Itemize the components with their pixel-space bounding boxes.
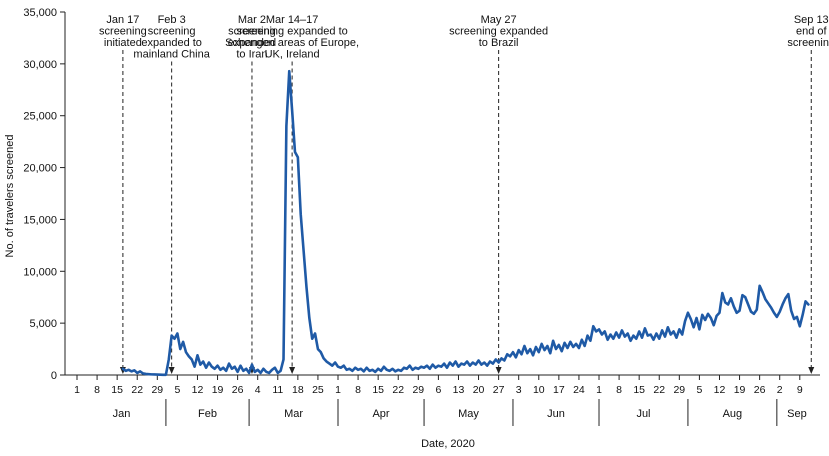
x-tick-label: 29 — [151, 384, 163, 396]
x-tick-label: 3 — [516, 384, 522, 396]
annotation-text: Jan 17 — [106, 14, 139, 26]
y-tick-label: 15,000 — [23, 214, 57, 226]
x-tick-label: 29 — [673, 384, 685, 396]
y-tick-label: 5,000 — [29, 318, 57, 330]
month-label: Jan — [113, 408, 131, 420]
annotation-text: screening expanded to — [236, 26, 347, 38]
x-tick-label: 1 — [335, 384, 341, 396]
month-label: Apr — [372, 408, 389, 420]
annotation-text: screening — [148, 26, 196, 38]
month-label: Jul — [636, 408, 650, 420]
x-tick-label: 25 — [312, 384, 324, 396]
annotation-text: Sep 13 — [794, 14, 829, 26]
x-tick-label: 29 — [412, 384, 424, 396]
x-tick-label: 22 — [392, 384, 404, 396]
annotation-text: screening expanded — [449, 26, 548, 38]
annotation-text: end of — [796, 26, 828, 38]
x-tick-label: 10 — [533, 384, 545, 396]
x-tick-label: 9 — [797, 384, 803, 396]
y-axis: 0 5,000 10,000 15,000 20,000 25,000 30,000 35,0… — [23, 7, 66, 382]
x-axis: 1 8 15 22 29 5 12 19 26 4 11 18 25 1 8 15 22 29 6 13 20 27 3 10… — [65, 374, 820, 426]
month-label: Aug — [723, 408, 743, 420]
month-label: Feb — [198, 408, 217, 420]
annotation-text: Mar 14–17 — [266, 14, 319, 26]
y-tick-label: 10,000 — [23, 266, 57, 278]
x-tick-label: 15 — [633, 384, 645, 396]
annotation-text: initiated — [104, 37, 142, 49]
annotation-text: screening — [228, 26, 276, 38]
annotation-text: expanded to — [141, 37, 202, 49]
x-tick-label: 19 — [734, 384, 746, 396]
x-tick-label: 2 — [777, 384, 783, 396]
x-tick-label: 15 — [111, 384, 123, 396]
x-tick-label: 17 — [553, 384, 565, 396]
x-tick-label: 19 — [212, 384, 224, 396]
x-tick-label: 27 — [493, 384, 505, 396]
x-tick-label: 8 — [94, 384, 100, 396]
month-label: May — [458, 408, 479, 420]
x-axis-label: Date, 2020 — [421, 438, 475, 450]
x-tick-label: 1 — [596, 384, 602, 396]
annotation-text: to Brazil — [479, 37, 519, 49]
x-tick-label: 5 — [174, 384, 180, 396]
x-tick-label: 22 — [131, 384, 143, 396]
y-axis-label: No. of travelers screened — [4, 135, 16, 258]
y-tick-label: 35,000 — [23, 7, 57, 19]
x-tick-label: 6 — [435, 384, 441, 396]
x-tick-label: 11 — [272, 384, 283, 396]
month-label: Sep — [787, 408, 807, 420]
series-line — [121, 69, 810, 377]
x-tick-label: 8 — [355, 384, 361, 396]
annotation-text: UK, Ireland — [265, 49, 320, 61]
annotation-arrowhead — [495, 367, 502, 374]
series — [121, 69, 810, 377]
x-tick-label: 12 — [192, 384, 204, 396]
y-tick-label: 30,000 — [23, 59, 57, 71]
annotation-text: mainland China — [133, 49, 210, 61]
y-tick-label: 20,000 — [23, 163, 57, 175]
x-tick-label: 18 — [292, 384, 304, 396]
x-tick-label: 20 — [473, 384, 485, 396]
x-tick-label: 5 — [696, 384, 702, 396]
x-tick-label: 12 — [714, 384, 726, 396]
x-tick-label: 8 — [616, 384, 622, 396]
annotation-arrowhead — [168, 367, 175, 374]
x-tick-label: 15 — [372, 384, 384, 396]
x-tick-label: 24 — [573, 384, 585, 396]
annotation-text: Schengen areas of Europe, — [225, 37, 359, 49]
x-tick-label: 26 — [232, 384, 244, 396]
month-label: Mar — [284, 408, 303, 420]
annotation-text: expanded — [228, 37, 276, 49]
annotation-text: Mar 2 — [238, 14, 266, 26]
x-tick-label: 1 — [74, 384, 80, 396]
month-label: Jun — [547, 408, 565, 420]
annotation-text: screening — [99, 26, 147, 38]
x-tick-label: 22 — [653, 384, 665, 396]
x-tick-label: 4 — [255, 384, 261, 396]
annotation-text: May 27 — [481, 14, 517, 26]
annotation-text: screening — [787, 37, 829, 49]
x-tick-label: 26 — [754, 384, 766, 396]
y-tick-label: 0 — [51, 370, 57, 382]
annotation-text: Feb 3 — [158, 14, 186, 26]
annotation-arrowhead — [289, 367, 296, 374]
annotation-arrowhead — [808, 367, 815, 374]
x-tick-label: 13 — [453, 384, 465, 396]
y-tick-label: 25,000 — [23, 111, 57, 123]
annotation-text: to Iran — [236, 49, 267, 61]
